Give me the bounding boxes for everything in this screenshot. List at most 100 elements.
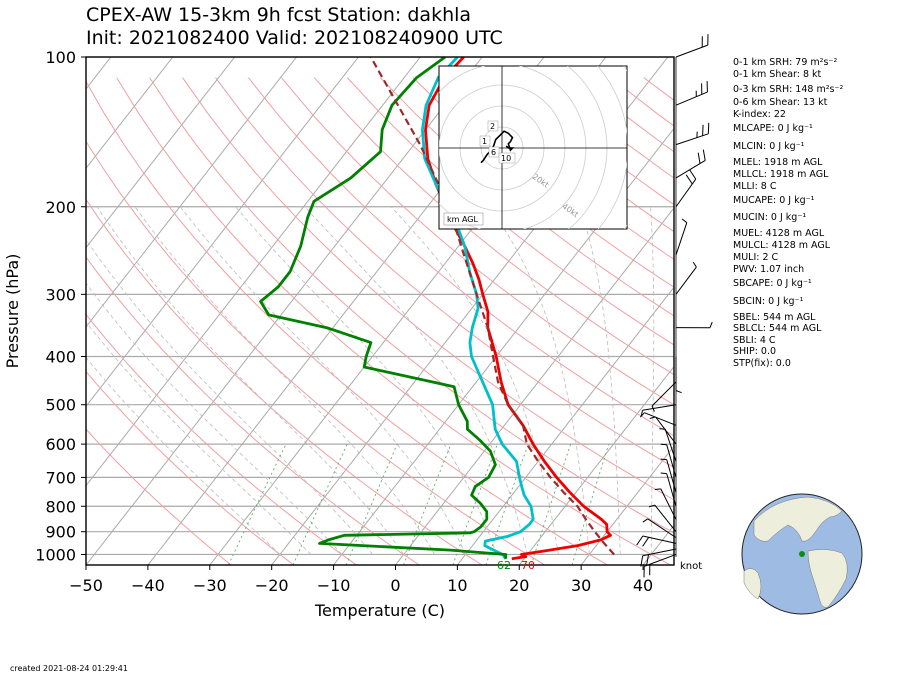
isotherm-line — [86, 57, 421, 487]
index-item: SBLCL: 544 m AGL — [733, 323, 822, 334]
moist-adiabat-line — [390, 206, 559, 555]
wind-barb-flag — [689, 169, 697, 180]
wind-barb-flag — [660, 443, 667, 446]
index-item: 0-6 km Shear: 13 kt — [733, 97, 828, 108]
x-tick-label: −30 — [193, 576, 227, 595]
wind-barb-flag — [675, 390, 682, 394]
x-tick-label: 10 — [447, 576, 467, 595]
wind-barb — [664, 428, 677, 462]
index-item: STP(fix): 0.0 — [733, 358, 791, 369]
wind-unit-label: knot — [680, 561, 702, 572]
wind-barb — [675, 266, 697, 295]
hodograph-frame — [438, 65, 628, 230]
dry-adiabat-line — [281, 77, 674, 406]
surface-temp-label: 70 — [521, 559, 535, 572]
index-item: SHIP: 0.0 — [733, 346, 777, 357]
y-tick-label: 200 — [45, 198, 76, 217]
hodograph-legend: km AGL — [447, 215, 479, 224]
wind-barb — [666, 473, 677, 507]
index-item: SBCAPE: 0 J kg⁻¹ — [733, 278, 812, 289]
wind-barb-flag — [702, 149, 706, 161]
wind-barb — [675, 178, 697, 208]
globe-land-north — [753, 496, 843, 542]
index-item: MULI: 2 C — [733, 252, 779, 263]
index-item: K-index: 22 — [733, 109, 786, 120]
dry-adiabat-line — [86, 256, 420, 565]
wind-barb-flag — [642, 518, 648, 523]
dry-adiabat-line — [248, 77, 674, 437]
globe-land-east — [807, 549, 848, 608]
moist-adiabat-line — [86, 238, 374, 555]
plot-frame — [85, 56, 675, 566]
y-tick-label: 500 — [45, 396, 76, 415]
hodograph-height-label: 1 — [482, 137, 487, 146]
wind-barb — [647, 518, 677, 539]
wind-barb-flag — [640, 555, 644, 567]
dry-adiabat-line — [86, 198, 483, 565]
wind-barb — [654, 504, 677, 533]
wind-barb — [675, 222, 688, 256]
parcel-profile-line — [369, 57, 615, 556]
dry-adiabat-line — [346, 77, 674, 346]
wind-barb-flag — [709, 321, 713, 328]
mixing-ratio-line — [403, 443, 452, 565]
x-tick-label: −20 — [255, 576, 289, 595]
wind-barb — [642, 404, 677, 411]
moist-adiabat-line — [86, 321, 312, 555]
mixing-ratio-line — [530, 443, 572, 565]
wind-barb — [651, 381, 677, 407]
y-tick-label: 300 — [45, 285, 76, 304]
index-item: MUCAPE: 0 J kg⁻¹ — [733, 195, 815, 206]
index-item: MUCIN: 0 J kg⁻¹ — [733, 212, 807, 223]
dry-adiabat-line — [313, 77, 674, 376]
mixing-ratio-line — [345, 443, 398, 565]
wind-barb-flag — [639, 412, 645, 418]
index-item: 0-1 km SRH: 79 m²s⁻² — [733, 57, 838, 68]
hodograph-height-box — [488, 146, 500, 158]
wind-barb-flag — [702, 124, 704, 136]
chart-title-line1: CPEX-AW 15-3km 9h fcst Station: dakhla — [86, 4, 472, 26]
wind-barb-flag — [642, 537, 650, 547]
dry-adiabat-line — [116, 77, 671, 565]
hodograph-height-box — [487, 120, 499, 132]
dry-adiabat-line — [182, 77, 674, 501]
wind-barb — [660, 488, 677, 520]
index-item: SBLI: 4 C — [733, 335, 776, 346]
mixing-ratio-line — [571, 443, 610, 565]
wind-barb-flag — [646, 554, 649, 566]
wind-barb-flag — [651, 405, 655, 412]
chart-title-line2: Init: 2021082400 Valid: 202108240900 UTC — [86, 27, 503, 49]
isotherm-line — [457, 286, 674, 565]
dry-adiabat-line — [86, 313, 357, 565]
moist-adiabat-line — [235, 206, 497, 555]
mixing-ratio-line — [227, 443, 287, 565]
hodograph-ring-label: 60kt — [590, 231, 610, 249]
wind-barb-flag — [707, 122, 710, 134]
dry-adiabat-line — [215, 77, 674, 469]
x-tick-label: −40 — [131, 576, 165, 595]
x-tick-label: 30 — [571, 576, 591, 595]
isotherm-line — [518, 365, 674, 565]
y-tick-label: 600 — [45, 435, 76, 454]
mixing-ratio-line — [485, 443, 529, 565]
wind-barb — [644, 412, 677, 426]
wind-barb-flag — [685, 174, 693, 185]
wind-barb — [675, 159, 706, 179]
dry-adiabat-line — [379, 77, 674, 317]
mixing_ratio-profile-line — [259, 57, 508, 559]
index-item: MLEL: 1918 m AGL — [733, 157, 823, 168]
wind-barb-flag — [654, 488, 661, 490]
moist-adiabat-line — [304, 206, 528, 555]
x-tick-label: 0 — [390, 576, 400, 595]
y-axis-label: Pressure (hPa) — [3, 254, 22, 369]
x-tick-label: −50 — [69, 576, 103, 595]
wind-barb-flag — [648, 504, 655, 508]
moist-adiabat-line — [86, 356, 281, 555]
created-timestamp: created 2021-08-24 01:29:41 — [10, 664, 128, 673]
hodograph-ring-label: 80kt — [620, 261, 640, 279]
index-item: 0-1 km Shear: 8 kt — [733, 69, 822, 80]
wind-barb-flag — [660, 472, 667, 475]
